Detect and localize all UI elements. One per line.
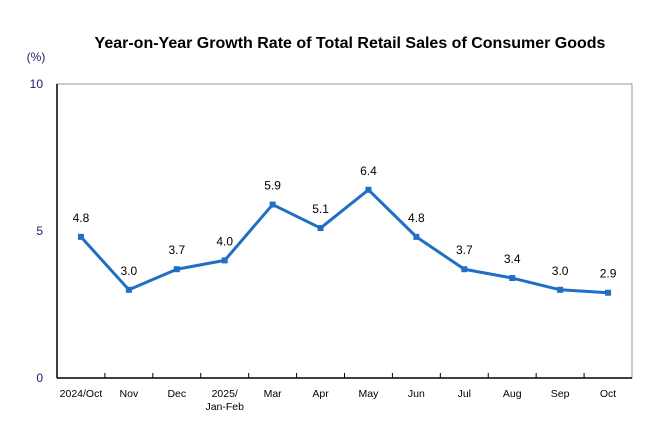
data-label: 4.0 bbox=[216, 234, 233, 248]
data-label: 4.8 bbox=[408, 211, 425, 225]
data-point bbox=[77, 233, 84, 240]
x-tick-label: Mar bbox=[264, 388, 283, 400]
x-tick-label: May bbox=[359, 388, 380, 400]
data-label: 3.4 bbox=[504, 252, 521, 266]
x-tick-label: Aug bbox=[503, 388, 522, 400]
data-point bbox=[317, 225, 324, 232]
data-point bbox=[413, 233, 420, 240]
data-point bbox=[461, 266, 468, 273]
data-label: 3.7 bbox=[168, 243, 185, 257]
x-tick-label: Nov bbox=[120, 388, 139, 400]
data-label: 4.8 bbox=[73, 211, 90, 225]
x-tick-label: Oct bbox=[600, 388, 616, 400]
data-point bbox=[125, 286, 132, 293]
data-point bbox=[509, 275, 516, 282]
data-point bbox=[365, 186, 372, 193]
data-point bbox=[221, 257, 228, 264]
data-label: 5.1 bbox=[312, 202, 329, 216]
data-label: 5.9 bbox=[264, 179, 281, 193]
data-label: 3.0 bbox=[121, 264, 138, 278]
x-tick-label: 2025/ bbox=[212, 388, 238, 400]
data-point bbox=[269, 201, 276, 208]
x-tick-label: Jun bbox=[408, 388, 425, 400]
data-line bbox=[79, 188, 609, 295]
y-tick-label: 10 bbox=[30, 77, 44, 91]
y-tick-label: 5 bbox=[36, 224, 43, 238]
data-point bbox=[173, 266, 180, 273]
plot-frame bbox=[56, 83, 633, 379]
x-tick-label: Jan-Feb bbox=[205, 401, 244, 413]
data-point bbox=[605, 289, 612, 296]
y-tick-label: 0 bbox=[36, 371, 43, 385]
x-tick-label: Jul bbox=[458, 388, 471, 400]
data-label: 6.4 bbox=[360, 164, 377, 178]
x-tick-label: 2024/Oct bbox=[60, 388, 103, 400]
data-label: 2.9 bbox=[600, 267, 617, 281]
chart-title: Year-on-Year Growth Rate of Total Retail… bbox=[95, 35, 606, 52]
data-label: 3.0 bbox=[552, 264, 569, 278]
x-tick-label: Dec bbox=[167, 388, 186, 400]
data-point bbox=[557, 286, 564, 293]
y-axis-unit-label: (%) bbox=[27, 50, 46, 64]
x-tick-label: Apr bbox=[312, 388, 329, 400]
data-label: 3.7 bbox=[456, 243, 473, 257]
x-tick-label: Sep bbox=[551, 388, 570, 400]
